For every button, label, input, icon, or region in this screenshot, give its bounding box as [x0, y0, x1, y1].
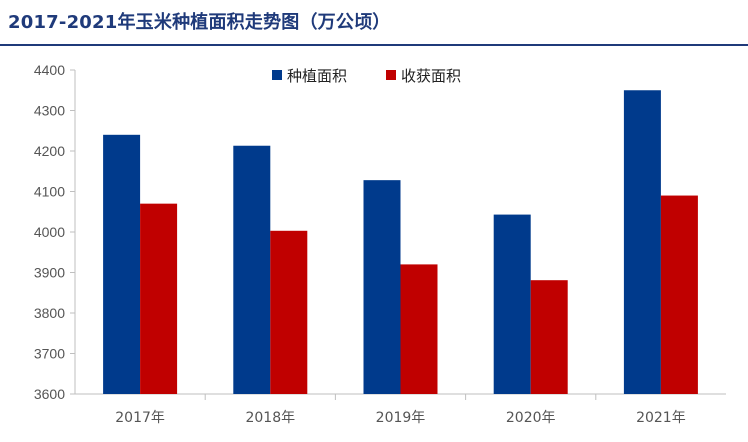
y-tick-label: 3600 — [34, 386, 65, 402]
x-category-label: 2020年 — [506, 410, 556, 426]
y-tick-label: 4300 — [34, 103, 65, 119]
x-category-label: 2018年 — [245, 410, 295, 426]
y-tick-label: 4000 — [34, 224, 65, 240]
y-tick-label: 4200 — [34, 143, 65, 159]
bar-harvested — [660, 195, 698, 394]
bar-harvested — [530, 280, 568, 394]
chart-title: 2017-2021年玉米种植面积走势图（万公顷） — [8, 12, 391, 33]
legend: 种植面积 收获面积 — [272, 67, 461, 85]
x-category-label: 2021年 — [636, 410, 686, 426]
bar-planted — [103, 134, 141, 395]
bar-planted — [363, 180, 401, 394]
bar-planted — [233, 145, 271, 394]
bar-harvested — [400, 264, 438, 394]
y-ticks: 3600 3700 3800 3900 4000 4100 4200 4300 4400 — [34, 62, 75, 402]
x-category-label: 2019年 — [376, 410, 426, 426]
bar-harvested — [140, 203, 178, 394]
y-tick-label: 4400 — [34, 62, 65, 78]
x-category-label: 2017年 — [115, 410, 165, 426]
bar-planted — [623, 90, 661, 394]
legend-label: 收获面积 — [401, 67, 461, 85]
x-category-labels: 2017年 2018年 2019年 2020年 2021年 — [115, 394, 686, 426]
y-tick-label: 4100 — [34, 184, 65, 200]
bar-planted — [493, 214, 531, 394]
legend-swatch — [386, 70, 396, 80]
legend-swatch — [272, 70, 282, 80]
title-underline — [0, 44, 748, 46]
y-tick-label: 3700 — [34, 346, 65, 362]
y-tick-label: 3900 — [34, 265, 65, 281]
legend-label: 种植面积 — [287, 67, 347, 85]
bar-harvested — [270, 230, 308, 394]
bar-series — [103, 90, 698, 395]
y-tick-label: 3800 — [34, 305, 65, 321]
